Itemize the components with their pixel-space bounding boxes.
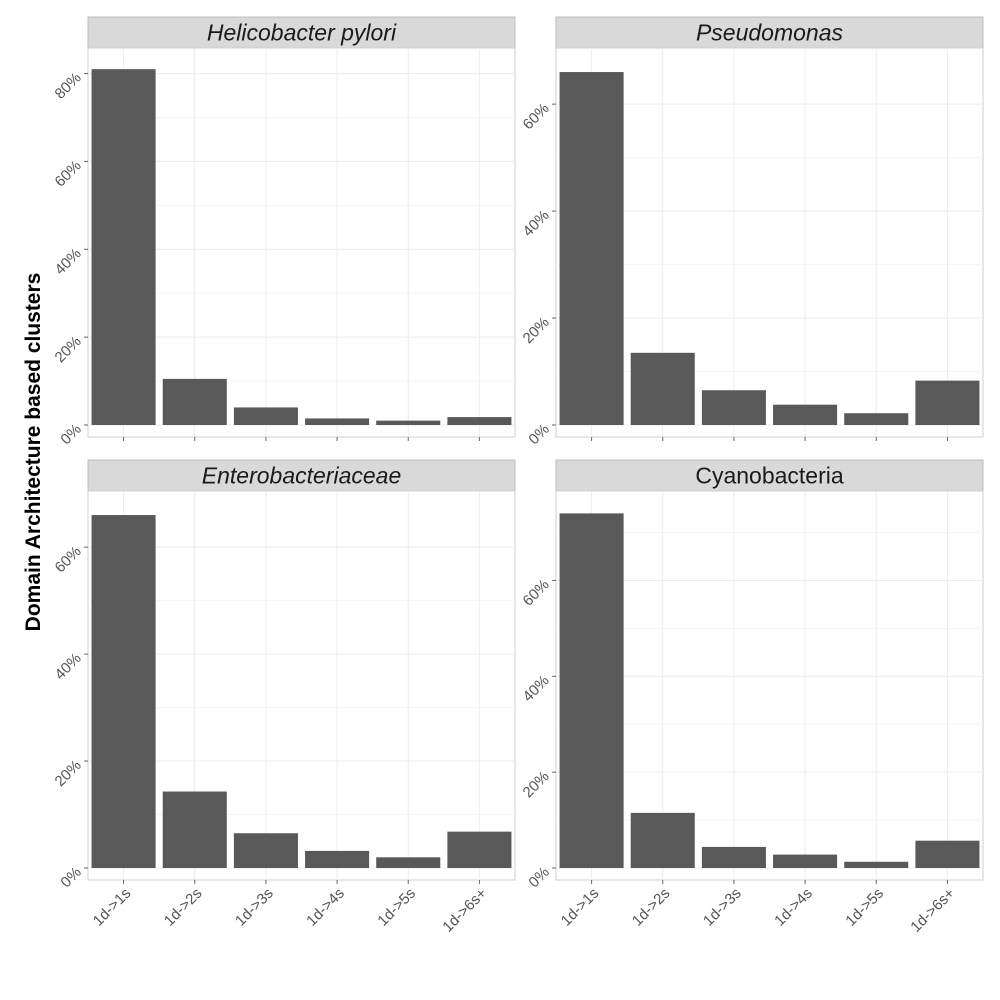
bar xyxy=(162,378,227,425)
x-tick-label: 1d->5s xyxy=(374,885,419,930)
bar xyxy=(844,413,909,425)
y-tick-label: 60% xyxy=(52,543,85,576)
bar xyxy=(447,831,512,868)
bar xyxy=(773,404,838,425)
x-tick-label: 1d->1s xyxy=(558,885,603,930)
bar xyxy=(915,840,980,868)
bar xyxy=(233,407,298,425)
y-tick-label: 60% xyxy=(520,576,553,609)
bar xyxy=(773,854,838,868)
facet-panel: Enterobacteriaceae 0% 20% 40% 60% 1d->1s 1d->2… xyxy=(52,459,516,936)
y-tick-label: 0% xyxy=(57,421,84,448)
y-tick-label: 20% xyxy=(520,768,553,801)
bar xyxy=(233,833,298,868)
y-tick-label: 0% xyxy=(525,864,552,891)
bar xyxy=(701,846,766,868)
bar xyxy=(844,861,909,868)
y-tick-label: 40% xyxy=(52,245,85,278)
bar xyxy=(376,857,441,868)
panel-background xyxy=(555,47,984,438)
bar xyxy=(305,418,370,425)
bar xyxy=(162,791,227,868)
y-axis-label: Domain Architecture based clusters xyxy=(22,273,45,632)
bar xyxy=(630,352,695,425)
y-tick-label: 20% xyxy=(520,314,553,347)
bar xyxy=(376,420,441,425)
y-tick-label: 80% xyxy=(52,69,85,102)
x-tick-label: 1d->3s xyxy=(700,885,745,930)
y-tick-label: 20% xyxy=(52,757,85,790)
facet-title: Helicobacter pylori xyxy=(207,20,397,46)
facet-strip xyxy=(87,459,516,492)
panel-background xyxy=(555,490,984,881)
y-tick-label: 60% xyxy=(52,157,85,190)
bar xyxy=(91,69,156,425)
x-tick-label: 1d->3s xyxy=(232,885,277,930)
y-tick-label: 40% xyxy=(520,672,553,705)
x-tick-label: 1d->4s xyxy=(771,885,816,930)
facet-title: Enterobacteriaceae xyxy=(202,463,401,489)
x-tick-label: 1d->2s xyxy=(629,885,674,930)
y-tick-label: 40% xyxy=(520,207,553,240)
x-tick-label: 1d->2s xyxy=(161,885,206,930)
y-tick-label: 40% xyxy=(52,650,85,683)
bar xyxy=(630,812,695,868)
x-tick-label: 1d->4s xyxy=(303,885,348,930)
bar xyxy=(91,515,156,868)
bar xyxy=(915,380,980,425)
x-tick-label: 1d->6s+ xyxy=(907,885,958,936)
panel-background xyxy=(87,47,516,438)
facet-title: Cyanobacteria xyxy=(695,463,844,489)
bar xyxy=(447,417,512,425)
facet-title: Pseudomonas xyxy=(696,20,844,46)
facet-panel: Pseudomonas 0% 20% 40% 60% xyxy=(520,16,984,448)
y-tick-label: 20% xyxy=(52,333,85,366)
x-tick-label: 1d->5s xyxy=(842,885,887,930)
facet-strip xyxy=(87,16,516,49)
x-tick-label: 1d->6s+ xyxy=(439,885,490,936)
bar xyxy=(305,850,370,868)
bar xyxy=(559,72,624,425)
x-tick-label: 1d->1s xyxy=(90,885,135,930)
facet-panel: Helicobacter pylori 0% 20% 40% 60% 80% xyxy=(52,16,516,448)
panel-background xyxy=(87,490,516,881)
bar xyxy=(559,513,624,868)
facet-panel: Cyanobacteria 0% 20% 40% 60% 1d->1s 1d->2s 1d->… xyxy=(520,459,984,936)
y-tick-label: 0% xyxy=(57,864,84,891)
y-tick-label: 0% xyxy=(525,421,552,448)
y-tick-label: 60% xyxy=(520,100,553,133)
bar xyxy=(701,390,766,425)
